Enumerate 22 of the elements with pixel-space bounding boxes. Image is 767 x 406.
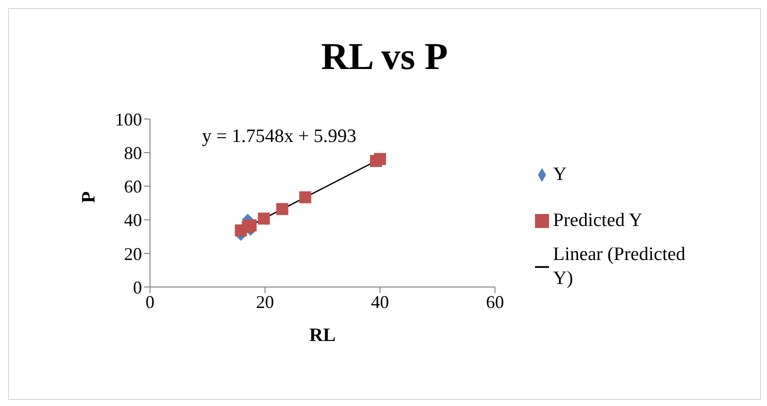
x-tick-label: 0 xyxy=(146,292,154,312)
y-tick-label: 100 xyxy=(115,109,142,130)
legend-label: Y xyxy=(553,162,567,187)
y-tick-label: 0 xyxy=(133,277,142,298)
point xyxy=(374,152,386,165)
x-tick-label: 20 xyxy=(256,292,274,312)
y-axis-title: P xyxy=(78,191,100,203)
point xyxy=(258,212,270,225)
point xyxy=(276,203,288,216)
point xyxy=(244,219,257,232)
x-axis-title: RL xyxy=(309,325,336,346)
legend-label: Predicted Y xyxy=(553,208,643,233)
legend-label: Linear (Predicted Y) xyxy=(553,243,686,291)
y-tick-label: 20 xyxy=(124,244,142,264)
y-tick-label: 60 xyxy=(124,176,142,197)
point xyxy=(299,191,312,204)
y-tick-label: 40 xyxy=(124,210,142,230)
x-tick-label: 40 xyxy=(371,292,389,312)
y-tick-label: 80 xyxy=(124,142,142,163)
chart-title: RL vs P xyxy=(320,35,449,80)
x-tick-label: 60 xyxy=(486,292,504,312)
annotation: y = 1.7548x + 5.993 xyxy=(202,126,356,148)
